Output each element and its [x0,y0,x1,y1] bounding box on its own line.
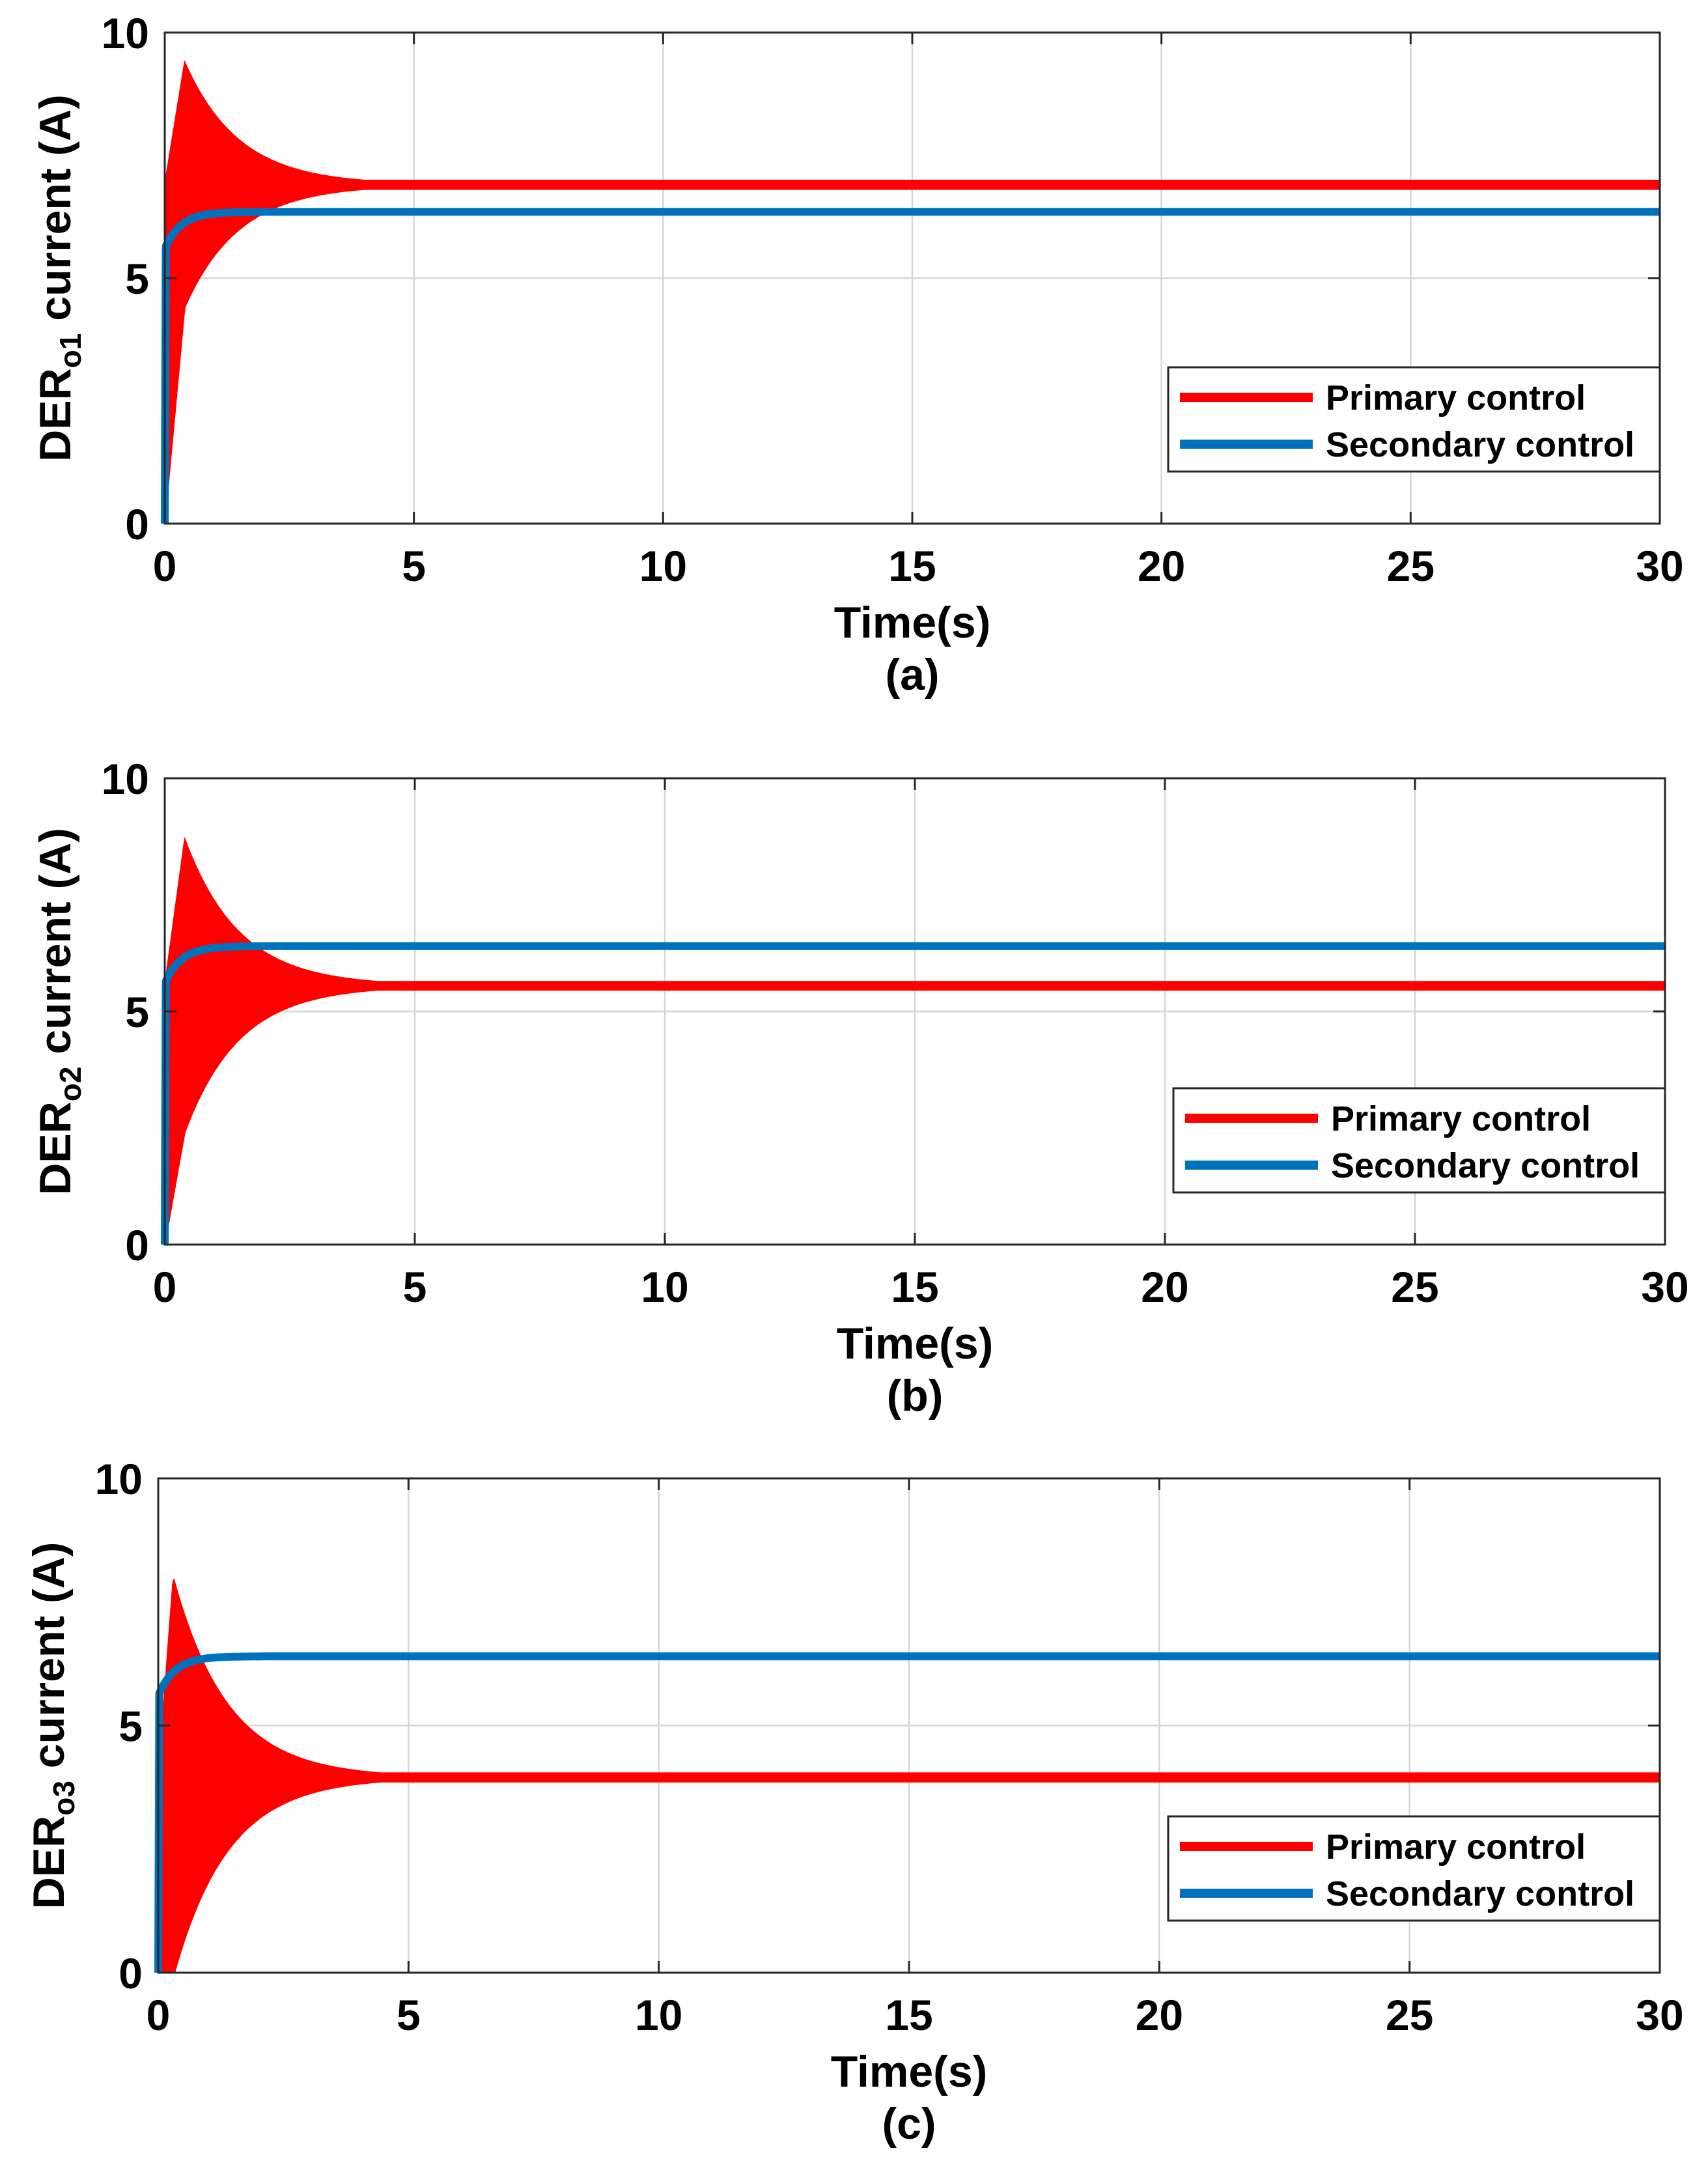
y-axis-label-suffix: current (A) [31,94,80,333]
x-tick-label: 0 [153,542,177,590]
legend: Primary control Secondary control [1167,366,1661,473]
y-axis-label-base: DER [24,1816,74,1910]
x-tick-label: 30 [1636,542,1683,590]
x-tick-label: 10 [635,1991,682,2039]
y-tick-label: 5 [125,255,149,303]
y-axis-label-suffix: current (A) [24,1542,74,1781]
x-tick-label: 10 [641,1263,688,1311]
x-tick-label: 5 [403,1263,427,1311]
legend: Primary control Secondary control [1167,1815,1661,1922]
x-tick-label: 15 [891,1263,938,1311]
y-axis-label: DERo2 current (A) [31,828,87,1195]
y-axis-label-subscript: o1 [53,333,87,369]
y-axis-label-subscript: o3 [47,1781,81,1816]
legend-label: Primary control [1326,1827,1586,1867]
x-axis-label: Time(s) [831,2047,988,2096]
x-tick-label: 15 [888,542,936,590]
legend-label: Primary control [1326,378,1586,417]
y-tick-label: 10 [102,9,149,57]
y-tick-label: 0 [125,1221,149,1269]
x-tick-label: 30 [1641,1263,1688,1311]
x-tick-label: 25 [1387,542,1435,590]
legend: Primary control Secondary control [1172,1087,1666,1194]
x-tick-label: 5 [397,1991,421,2039]
y-tick-label: 5 [125,988,149,1036]
x-axis-label: Time(s) [837,1319,994,1368]
y-axis-label-base: DER [31,1101,80,1195]
series-secondary-control [161,942,1665,1245]
y-tick-label: 0 [119,1949,143,1997]
legend-box [1167,366,1661,473]
panel-label: (b) [887,1371,944,1420]
y-tick-label: 0 [125,500,149,548]
x-tick-label: 25 [1386,1991,1433,2039]
legend-label: Secondary control [1326,425,1634,464]
y-axis-label-suffix: current (A) [31,828,80,1066]
series-secondary-control [154,1652,1660,1973]
legend-label: Secondary control [1326,1874,1634,1913]
y-tick-label: 5 [119,1702,143,1751]
y-tick-label: 10 [102,755,149,803]
x-tick-label: 0 [147,1991,171,2039]
x-axis-label: Time(s) [834,598,991,647]
x-tick-label: 5 [402,542,426,590]
x-tick-label: 20 [1141,1263,1188,1311]
chart-panel-3: 0 5 10 15 20 25 30 0 5 10 Time(s)(c) DERo3 current … [24,1455,1684,2149]
legend-label: Primary control [1331,1099,1591,1138]
y-axis-label-subscript: o2 [53,1067,87,1102]
x-tick-label: 0 [153,1263,177,1311]
legend-box [1172,1087,1666,1194]
y-axis-label: DERo1 current (A) [31,94,87,462]
x-tick-label: 30 [1636,1991,1683,2039]
y-axis-label-base: DER [31,368,80,462]
x-tick-label: 20 [1138,542,1185,590]
y-tick-label: 10 [95,1455,143,1503]
legend-label: Secondary control [1331,1146,1640,1185]
legend-box [1167,1815,1661,1922]
x-tick-label: 25 [1391,1263,1438,1311]
series-secondary-control [161,208,1660,524]
y-axis-label: DERo3 current (A) [24,1542,81,1910]
x-tick-label: 15 [885,1991,932,2039]
x-tick-label: 10 [639,542,687,590]
x-tick-label: 20 [1136,1991,1183,2039]
panel-label: (c) [882,2099,936,2149]
panel-label: (a) [885,650,939,699]
chart-panel-2: 0 5 10 15 20 25 30 0 5 10 Time(s)(b) DERo2 current … [31,755,1689,1420]
chart-panel-1: 0 5 10 15 20 25 30 0 5 10 Time(s)(a) DERo1 current … [31,9,1684,699]
